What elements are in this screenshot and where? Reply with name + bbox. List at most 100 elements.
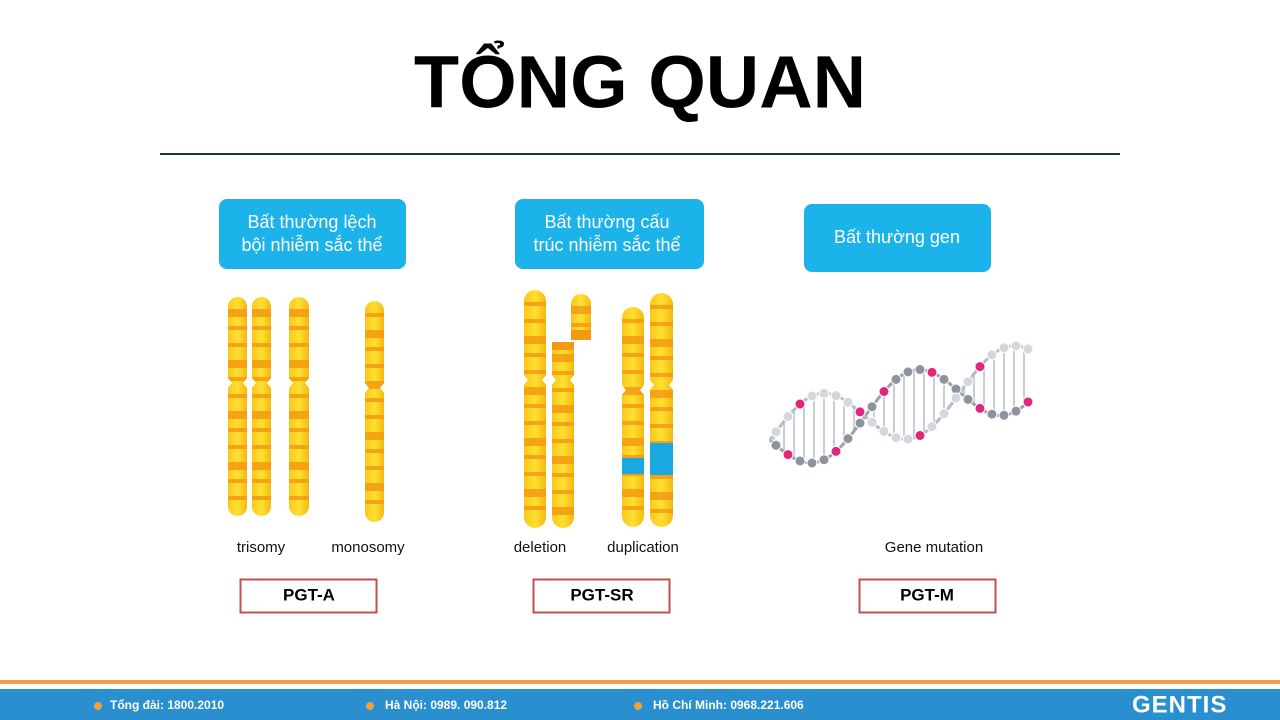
band [650, 339, 673, 347]
band [524, 404, 546, 408]
centromere [551, 374, 575, 386]
base [854, 417, 866, 429]
base [878, 386, 890, 398]
title: TỔNG QUAN [414, 41, 866, 124]
base [998, 342, 1010, 354]
dna-helix [768, 340, 1034, 469]
band [365, 449, 384, 453]
band [365, 483, 384, 491]
tag [858, 578, 997, 614]
band [650, 475, 673, 479]
band [650, 356, 673, 360]
band [289, 428, 309, 432]
base [770, 439, 782, 451]
centromere [364, 382, 385, 394]
label: deletion [514, 539, 567, 556]
band [650, 390, 673, 398]
base [962, 393, 974, 405]
base [806, 457, 818, 469]
chromosome [228, 297, 247, 516]
band [524, 319, 546, 323]
band [622, 421, 644, 425]
base [794, 455, 806, 467]
base [926, 421, 938, 433]
band [228, 360, 247, 368]
band [252, 343, 271, 347]
band [252, 428, 271, 432]
base [770, 426, 782, 438]
box [515, 199, 704, 269]
band [228, 428, 247, 432]
base [938, 373, 950, 385]
band [524, 353, 546, 357]
tag [532, 578, 671, 614]
base [938, 408, 950, 420]
band [365, 500, 384, 504]
base [818, 454, 830, 466]
band [252, 326, 271, 330]
band [552, 439, 574, 443]
logo: GENTIS [1132, 691, 1227, 718]
band [252, 445, 271, 449]
chromosome [524, 290, 546, 528]
cut [552, 342, 574, 350]
band [524, 370, 546, 374]
band [252, 309, 271, 317]
band [228, 377, 247, 381]
centromere [251, 377, 272, 389]
base [782, 449, 794, 461]
band [252, 411, 271, 419]
boxes: Bất thường lệch bội nhiễm sắc thể Bất th… [219, 199, 991, 272]
box-text: Bất thường gen [834, 227, 960, 247]
cut [571, 330, 591, 340]
base [998, 409, 1010, 421]
base [902, 433, 914, 445]
base [842, 433, 854, 445]
band [622, 455, 644, 459]
base [866, 401, 878, 413]
band [365, 364, 384, 368]
band [552, 473, 574, 477]
band [365, 398, 384, 402]
band [252, 496, 271, 500]
centromere [621, 384, 645, 396]
contact: Tổng đài: 1800.2010 [110, 698, 224, 712]
band [524, 438, 546, 446]
band [622, 404, 644, 408]
band [650, 373, 673, 377]
band [228, 462, 247, 470]
base [794, 398, 806, 410]
band [552, 405, 574, 413]
centromere [288, 377, 310, 389]
band [289, 445, 309, 449]
label: duplication [607, 539, 679, 556]
band [289, 479, 309, 483]
band [365, 466, 384, 470]
contact: Hà Nội: 0989. 090.812 [385, 698, 507, 712]
band [289, 343, 309, 347]
chromosome [552, 342, 574, 528]
band [228, 479, 247, 483]
label: trisomy [237, 539, 286, 556]
band [252, 377, 271, 381]
base [806, 390, 818, 402]
box [219, 199, 406, 269]
band [289, 377, 309, 381]
band [289, 326, 309, 330]
band [552, 422, 574, 426]
band [365, 415, 384, 419]
band [228, 496, 247, 500]
base [866, 416, 878, 428]
icon [94, 702, 102, 710]
band [365, 313, 384, 317]
base [974, 402, 986, 414]
band [228, 445, 247, 449]
band [289, 496, 309, 500]
band [365, 330, 384, 338]
chromosome [571, 294, 591, 340]
centromere [523, 374, 547, 386]
centromere [227, 377, 248, 389]
band [650, 424, 673, 428]
band [622, 336, 644, 344]
band [552, 507, 574, 515]
